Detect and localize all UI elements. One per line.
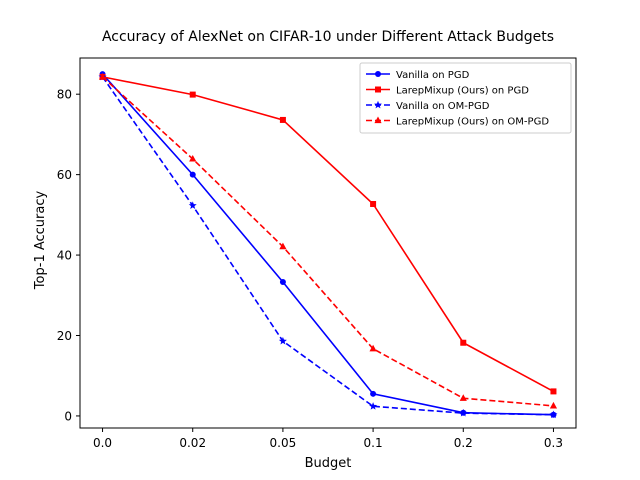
data-point — [189, 91, 196, 98]
data-point — [460, 339, 467, 346]
series-layer — [98, 71, 558, 419]
data-point — [549, 401, 558, 409]
x-axis-label: Budget — [305, 456, 352, 471]
x-tick-label: 0.05 — [270, 436, 297, 450]
data-point — [279, 279, 286, 286]
data-point — [370, 200, 377, 207]
data-point — [459, 394, 467, 401]
x-tick-label: 0.3 — [544, 436, 563, 450]
legend-label: LarepMixup (Ours) on PGD — [396, 85, 529, 96]
data-point — [549, 410, 558, 419]
series-larepmixup-ours-on-om-pgd — [98, 72, 558, 409]
legend-marker — [374, 116, 382, 124]
data-point — [189, 154, 197, 162]
data-point — [550, 388, 557, 395]
y-tick-label: 20 — [57, 329, 72, 343]
data-point — [98, 72, 107, 80]
data-point — [279, 116, 286, 123]
data-point — [370, 390, 377, 397]
y-tick-label: 80 — [57, 88, 72, 102]
legend-marker — [375, 71, 381, 77]
data-point — [459, 408, 468, 417]
series-line — [101, 76, 554, 416]
data-point — [188, 201, 197, 209]
plot-frame — [79, 57, 577, 429]
legend-marker — [375, 86, 381, 93]
y-tick-label: 40 — [57, 249, 72, 263]
x-tick-label: 0.2 — [454, 436, 473, 450]
legend-label: Vanilla on OM-PGD — [396, 101, 490, 112]
y-axis-label: Top-1 Accuracy — [33, 191, 48, 291]
x-tick-label: 0.02 — [179, 436, 206, 450]
data-point — [189, 171, 196, 178]
ticks-layer: 0.0 0.02 0.05 0.1 0.2 0.3 0 20 40 60 80 — [57, 88, 563, 450]
legend: Vanilla on PGD LarepMixup (Ours) on PGD Va… — [359, 62, 572, 134]
data-point — [278, 336, 287, 345]
legend-marker — [374, 100, 382, 109]
x-tick-label: 0.1 — [364, 436, 383, 450]
legend-box — [359, 62, 572, 134]
chart-title: Accuracy of AlexNet on CIFAR-10 under Di… — [102, 29, 554, 45]
data-point — [369, 344, 377, 352]
y-tick-label: 60 — [57, 168, 72, 182]
legend-label: Vanilla on PGD — [396, 70, 470, 81]
x-tick-label: 0.0 — [93, 436, 112, 450]
data-point — [279, 242, 287, 250]
legend-label: LarepMixup (Ours) on OM-PGD — [396, 116, 549, 127]
series-line — [102, 76, 554, 407]
data-point — [369, 402, 378, 410]
series-line — [102, 76, 554, 393]
y-tick-label: 0 — [64, 409, 72, 423]
